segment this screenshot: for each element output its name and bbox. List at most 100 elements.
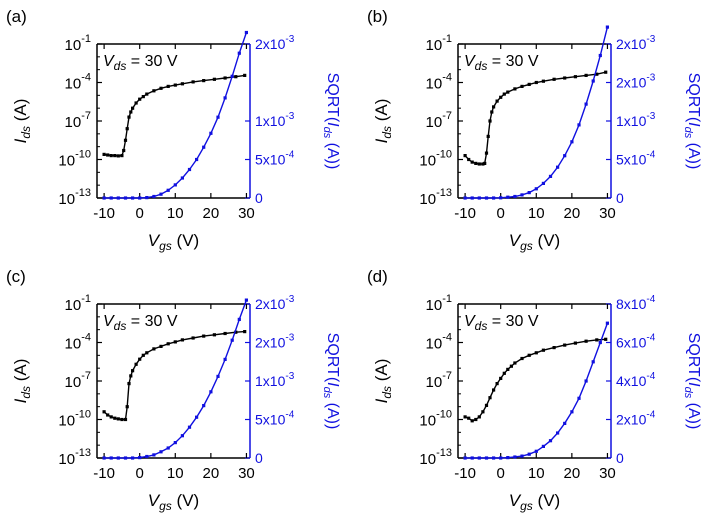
ids-data-point: [212, 77, 216, 81]
sqrt-ids-data-point: [477, 196, 481, 200]
panel-label: (d): [367, 267, 388, 286]
y2-axis-title: SQRT(Ids (A)): [682, 73, 702, 170]
ids-data-point: [481, 410, 485, 414]
sqrt-ids-data-point: [484, 456, 489, 460]
ids-data-point: [604, 70, 608, 74]
ids-data-point: [116, 417, 120, 421]
ids-data-point: [134, 101, 138, 105]
y2-tick-label: 0: [616, 190, 624, 206]
ids-data-point: [123, 138, 128, 142]
ids-log-series-line: [103, 330, 245, 421]
ids-data-point: [166, 84, 170, 88]
sqrt-ids-data-point: [237, 317, 241, 321]
sqrt-ids-data-point: [230, 74, 234, 78]
ids-data-point: [116, 154, 120, 158]
ids-data-point: [166, 342, 170, 346]
x-axis-title: Vgs (V): [509, 231, 560, 253]
y2-tick-label: 1x10-3: [255, 371, 295, 389]
ids-data-point: [173, 83, 177, 87]
sqrt-ids-data-point: [513, 194, 517, 199]
sqrt-ids-data-point: [202, 404, 206, 408]
x-axis-title: Vgs (V): [509, 491, 560, 513]
sqrt-ids-data-point: [166, 188, 170, 192]
ids-data-point: [499, 95, 503, 99]
ids-data-point: [509, 364, 513, 368]
sqrt-ids-data-point: [237, 51, 241, 55]
ids-data-point: [552, 346, 556, 350]
y2-axis-title: SQRT(Ids (A)): [321, 73, 341, 170]
y-tick-label: 10-4: [65, 72, 91, 93]
ids-data-point: [106, 413, 110, 417]
ids-data-point: [243, 330, 247, 334]
sqrt-ids-data-point: [230, 338, 234, 342]
ids-data-point: [477, 162, 481, 166]
ids-data-point: [173, 340, 177, 344]
y2-tick-label: 5x10-4: [255, 150, 295, 168]
y2-tick-label: 0: [255, 190, 263, 206]
y2-tick-label: 1x10-3: [616, 111, 656, 129]
y-tick-label: 10-10: [419, 409, 452, 430]
sqrt-ids-data-point: [598, 340, 602, 345]
sqrt-ids-data-point: [534, 187, 538, 191]
ids-data-point: [481, 162, 485, 166]
ids-data-point: [463, 154, 467, 158]
ids-data-point: [138, 97, 142, 101]
sqrt-ids-data-point: [223, 357, 227, 361]
ids-data-point: [129, 374, 133, 378]
ids-data-point: [506, 367, 510, 371]
x-tick-label: 10: [167, 205, 184, 222]
ids-data-point: [584, 73, 588, 77]
y-tick-label: 10-10: [419, 149, 452, 170]
ids-data-point: [483, 161, 487, 165]
sqrt-ids-data-point: [102, 456, 106, 460]
ids-data-point: [520, 84, 524, 88]
sqrt-ids-data-point: [123, 196, 128, 200]
ids-data-point: [102, 410, 106, 414]
panel-label: (b): [367, 7, 388, 26]
ids-data-point: [484, 151, 489, 155]
x-tick-label: 10: [167, 465, 184, 482]
y2-axis-title: SQRT(Ids (A)): [321, 333, 341, 430]
y2-tick-label: 6x10-4: [616, 333, 656, 351]
sqrt-ids-data-point: [166, 446, 170, 450]
sqrt-ids-data-point: [202, 145, 206, 149]
chart-svg-c: (c)10-110-410-710-1010-132x10-32x10-31x1…: [6, 267, 341, 513]
chart-svg-b: (b)10-110-410-710-1010-132x10-32x10-31x1…: [367, 7, 702, 253]
sqrt-ids-data-point: [484, 196, 489, 200]
y2-tick-label: 2x10-3: [255, 34, 295, 52]
y-tick-label: 10-4: [426, 332, 452, 353]
ids-data-point: [109, 415, 113, 419]
ids-data-point: [467, 157, 471, 162]
ids-data-point: [102, 152, 106, 156]
y-tick-label: 10-13: [58, 187, 91, 208]
ids-data-point: [584, 339, 588, 343]
ids-data-point: [191, 336, 195, 340]
sqrt-ids-data-point: [223, 96, 227, 100]
x-tick-label: -10: [93, 205, 115, 222]
ids-data-point: [488, 119, 492, 123]
ids-data-point: [488, 396, 492, 400]
sqrt-ids-data-point: [499, 196, 503, 200]
ids-data-point: [202, 79, 206, 83]
x-tick-label: 0: [136, 205, 144, 222]
sqrt-ids-data-point: [470, 196, 474, 200]
ids-data-point: [490, 110, 494, 114]
y2-tick-label: 8x10-4: [616, 294, 656, 312]
sqrt-ids-data-point: [541, 181, 545, 185]
ids-data-point: [152, 347, 156, 351]
y-tick-label: 10-10: [58, 149, 91, 170]
sqrt-ids-data-point: [541, 444, 545, 448]
ids-data-point: [109, 154, 113, 158]
y-tick-label: 10-7: [426, 370, 452, 391]
y2-tick-label: 0: [255, 450, 263, 466]
sqrt-ids-series-line: [465, 323, 609, 459]
ids-data-point: [474, 161, 478, 165]
y2-axis-title: SQRT(Ids (A)): [682, 333, 702, 430]
x-tick-label: 30: [599, 205, 616, 222]
sqrt-ids-data-point: [116, 456, 120, 460]
sqrt-ids-data-point: [138, 196, 142, 200]
y-tick-label: 10-7: [65, 110, 91, 131]
panel-c: (c) 10-1 10-4 10-7 10-10 10-13 2x10-3 2x10-3 1x1…: [0, 260, 360, 520]
ids-data-point: [573, 341, 577, 345]
ids-data-point: [470, 160, 474, 164]
